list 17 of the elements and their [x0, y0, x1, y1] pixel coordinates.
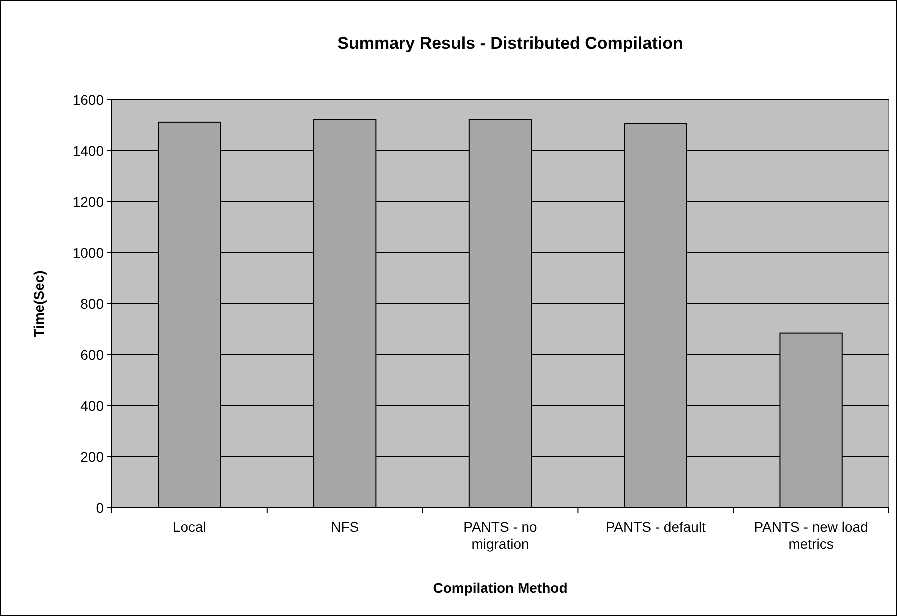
x-tick-label: PANTS - no migration	[464, 519, 538, 552]
x-axis-title: Compilation Method	[433, 580, 568, 596]
y-tick-label: 0	[96, 500, 104, 516]
y-tick-label: 1600	[72, 92, 104, 108]
y-tick-label: 1000	[72, 244, 104, 261]
x-tick-label: PANTS - new load metrics	[754, 519, 868, 552]
y-axis-title: Time(Sec)	[31, 270, 47, 338]
y-tick-label: 1200	[72, 194, 104, 210]
chart-title: Summary Resuls - Distributed Compilation	[338, 34, 684, 53]
y-tick-label: 200	[80, 448, 104, 465]
x-tick-label: PANTS - default	[606, 519, 706, 535]
y-tick-label: 400	[80, 398, 104, 414]
x-tick-label: NFS	[331, 519, 360, 535]
y-tick-label: 800	[80, 296, 104, 312]
y-tick-label: 1400	[72, 142, 104, 159]
y-tick-label: 600	[80, 346, 104, 363]
x-tick-label: Local	[172, 519, 206, 535]
